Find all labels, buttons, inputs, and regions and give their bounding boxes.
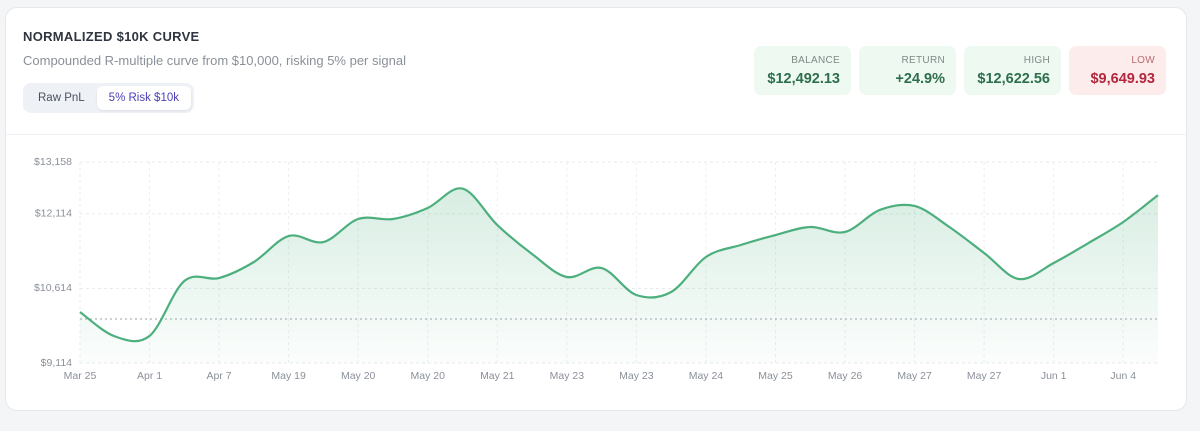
stat-tile: LOW $9,649.93 xyxy=(1069,46,1166,95)
line xyxy=(79,187,1159,343)
x-tick-label: Mar 25 xyxy=(64,370,97,382)
stat-tile: RETURN +24.9% xyxy=(859,46,956,95)
stat-label: HIGH xyxy=(1023,55,1050,66)
x-tick-label: Apr 1 xyxy=(137,370,162,382)
stats: BALANCE $12,492.13 RETURN +24.9% HIGH $12,622… xyxy=(754,46,1166,95)
area xyxy=(80,188,1158,363)
stat-tile: BALANCE $12,492.13 xyxy=(754,46,851,95)
x-tick-label: May 21 xyxy=(480,370,515,382)
card-subtitle: Compounded R-multiple curve from $10,000… xyxy=(23,53,406,68)
x-tick-label: May 25 xyxy=(758,370,793,382)
x-tick-label: Jun 4 xyxy=(1110,370,1136,382)
toggle-option[interactable]: 5% Risk $10k xyxy=(96,86,191,110)
stat-label: BALANCE xyxy=(791,55,840,66)
stat-value: $12,492.13 xyxy=(767,71,840,87)
stat-value: $12,622.56 xyxy=(977,71,1050,87)
x-tick-label: May 23 xyxy=(550,370,585,382)
x-tick-label: May 20 xyxy=(341,370,376,382)
y-tick-label: $9,114 xyxy=(41,357,72,369)
y-tick-label: $10,614 xyxy=(34,282,72,294)
x-tick-label: Apr 7 xyxy=(207,370,232,382)
mode-toggle: Raw PnL 5% Risk $10k xyxy=(23,83,194,113)
stat-value: $9,649.93 xyxy=(1090,71,1155,87)
stat-label: LOW xyxy=(1131,55,1155,66)
y-tick-label: $12,114 xyxy=(35,208,72,220)
stat-label: RETURN xyxy=(901,55,945,66)
x-tick-label: May 19 xyxy=(271,370,306,382)
x-tick-label: May 27 xyxy=(967,370,1002,382)
x-tick-label: May 26 xyxy=(828,370,863,382)
x-tick-label: May 27 xyxy=(897,370,932,382)
x-tick-label: Jun 1 xyxy=(1041,370,1067,382)
stat-value: +24.9% xyxy=(895,71,945,87)
x-tick-label: May 20 xyxy=(411,370,446,382)
y-tick-label: $13,158 xyxy=(34,156,72,168)
toggle-option[interactable]: Raw PnL xyxy=(38,92,85,104)
x-tick-label: May 24 xyxy=(689,370,724,382)
x-tick-label: May 23 xyxy=(619,370,654,382)
divider xyxy=(6,134,1186,135)
stat-tile: HIGH $12,622.56 xyxy=(964,46,1061,95)
card-title: NORMALIZED $10K CURVE xyxy=(23,29,200,44)
